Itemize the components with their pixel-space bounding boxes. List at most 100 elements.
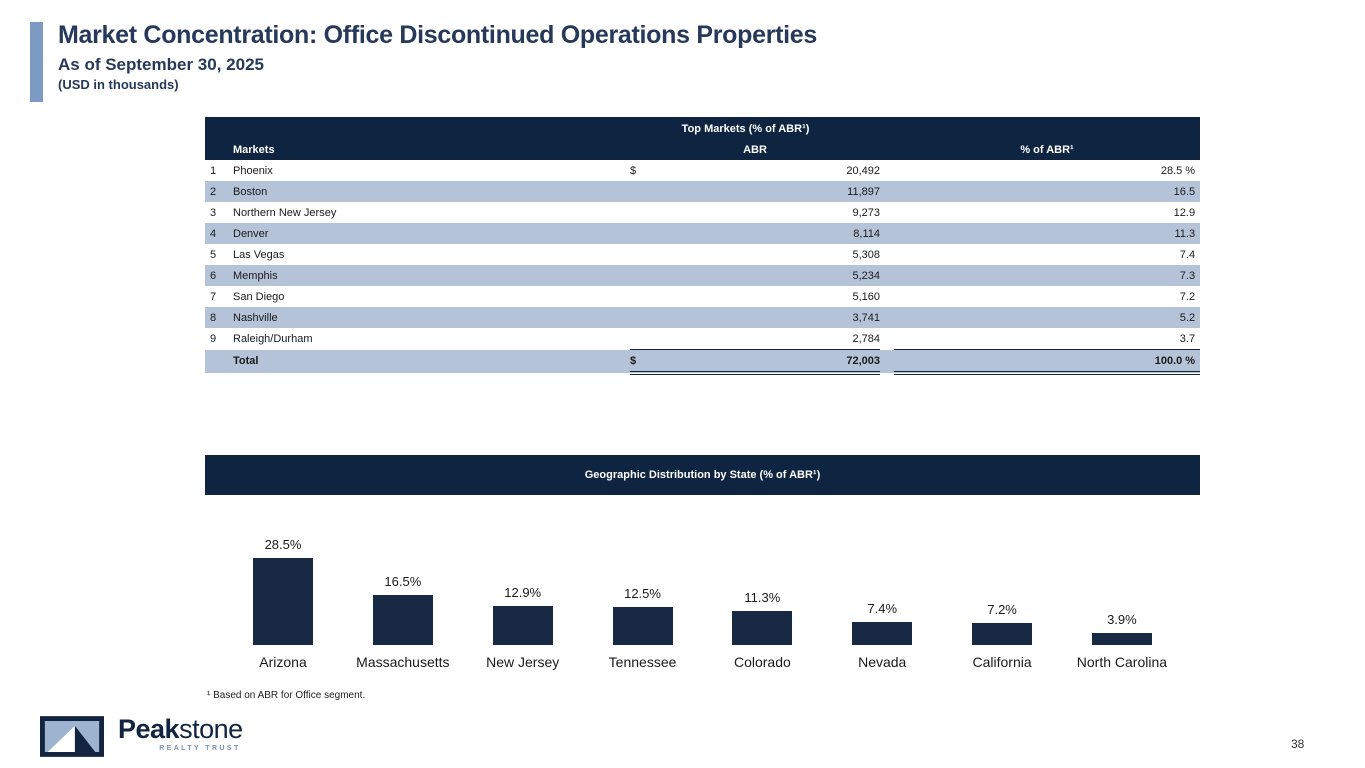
row-rank: 4: [210, 227, 217, 240]
table-total-row: Total $ 72,003 100.0 %: [205, 349, 1201, 375]
bar-value-label: 12.5%: [624, 586, 661, 601]
table-row: 2 Boston 11,897 16.5: [205, 181, 1201, 202]
row-market: Northern New Jersey: [233, 206, 337, 219]
bar-slot: 12.9% New Jersey: [486, 585, 559, 670]
row-currency: $: [630, 164, 637, 177]
row-rank: 6: [210, 269, 217, 282]
bar-value-label: 7.4%: [867, 601, 898, 616]
row-pct-value: 28.5 %: [1160, 164, 1196, 177]
bar-category-label: Nevada: [858, 654, 907, 670]
bar-value-label: 11.3%: [744, 590, 781, 605]
bar: [253, 558, 313, 645]
row-market: San Diego: [233, 290, 285, 303]
row-pct-value: 3.7: [1179, 332, 1196, 345]
table-row: 5 Las Vegas 5,308 7.4: [205, 244, 1200, 265]
row-rank: 1: [210, 164, 217, 177]
col-header-abr: ABR: [630, 140, 880, 160]
bar: [492, 606, 553, 645]
bar-category-label: Colorado: [733, 654, 791, 670]
page-subtitle: As of September 30, 2025: [58, 54, 264, 74]
table-column-header-row: Markets ABR % of ABR¹: [205, 140, 1201, 160]
row-pct-value: 7.3: [1179, 269, 1196, 282]
logo-text: Peakstone REALTY TRUST: [118, 716, 243, 753]
bar: [612, 607, 673, 645]
page-number: 38: [1291, 737, 1305, 751]
bar-slot: 3.9% North Carolina: [1077, 612, 1167, 670]
row-market: Las Vegas: [233, 248, 285, 261]
total-currency: $: [630, 349, 650, 375]
bar-value-label: 12.9%: [504, 585, 542, 600]
bar-slot: 28.5% Arizona: [253, 537, 313, 670]
row-abr-value: 3,741: [852, 311, 880, 324]
bar: [852, 622, 913, 645]
units-note: (USD in thousands): [58, 76, 179, 92]
table-title: Top Markets (% of ABR¹): [205, 117, 1201, 140]
row-abr-value: 5,308: [852, 248, 880, 261]
row-currency: [630, 181, 650, 202]
table-title-row: Top Markets (% of ABR¹): [205, 117, 1201, 140]
row-abr-value: 9,273: [852, 206, 880, 219]
bar-category-label: New Jersey: [486, 654, 560, 670]
bar: [1091, 633, 1152, 645]
row-market: Memphis: [233, 269, 278, 282]
row-pct-value: 12.9: [1173, 206, 1196, 219]
bar-value-label: 16.5%: [384, 574, 422, 589]
bar-value-label: 3.9%: [1107, 612, 1137, 627]
bar-slot: 7.2% California: [972, 602, 1033, 670]
footnote: ¹ Based on ABR for Office segment.: [207, 690, 366, 701]
bar-category-label: Tennessee: [608, 654, 677, 670]
top-markets-table-wrap: Top Markets (% of ABR¹) Markets ABR % of…: [205, 117, 1201, 375]
row-currency: [630, 223, 650, 244]
row-rank: 2: [210, 185, 217, 198]
row-currency: [630, 286, 650, 307]
bar: [972, 623, 1033, 645]
row-abr-value: 20,492: [846, 164, 880, 177]
chart-section-header: Geographic Distribution by State (% of A…: [205, 455, 1200, 495]
row-abr-value: 8,114: [853, 227, 880, 240]
row-market: Phoenix: [233, 164, 273, 177]
page-title: Market Concentration: Office Discontinue…: [58, 21, 818, 49]
row-currency: [630, 328, 650, 350]
bar-category-label: North Carolina: [1076, 654, 1168, 670]
top-markets-table: Top Markets (% of ABR¹) Markets ABR % of…: [205, 117, 1201, 375]
peakstone-logo-icon: [40, 716, 104, 757]
bar: [732, 611, 793, 645]
row-abr-value: 11,897: [847, 185, 880, 198]
bar: [372, 595, 433, 645]
col-header-pct: % of ABR¹: [894, 140, 1201, 160]
title-block: Market Concentration: Office Discontinue…: [30, 21, 818, 102]
bar-slot: 11.3% Colorado: [732, 590, 793, 670]
brand-tagline: REALTY TRUST: [159, 745, 241, 752]
col-header-rank: [205, 140, 233, 160]
bar-chart: 28.5% Arizona 16.5% Massachusetts 12.9% …: [205, 510, 1200, 670]
brand-bold: Peak: [118, 714, 180, 744]
row-market: Boston: [233, 185, 268, 198]
row-market: Denver: [233, 227, 269, 240]
bar-slot: 12.5% Tennessee: [609, 586, 677, 670]
total-label: Total: [233, 355, 259, 368]
col-header-gap: [880, 140, 894, 160]
row-abr-value: 2,784: [852, 332, 880, 345]
row-pct-value: 16.5: [1173, 185, 1196, 198]
row-rank: 8: [210, 311, 217, 324]
row-rank: 7: [210, 290, 217, 303]
bar-category-label: Massachusetts: [356, 654, 450, 670]
total-abr-value: 72,003: [650, 349, 880, 375]
bar-value-label: 28.5%: [264, 537, 302, 552]
row-abr-value: 5,234: [852, 269, 880, 282]
total-pct-value: 100.0 %: [894, 349, 1201, 375]
top-markets-table-body: 1 Phoenix $ 20,492 28.5 % 2 Boston 11,89…: [205, 160, 1201, 350]
brand-name: Peakstone: [118, 716, 243, 743]
row-rank: 9: [210, 332, 217, 345]
row-pct-value: 7.4: [1179, 248, 1196, 261]
row-currency: [630, 244, 650, 265]
table-row: 9 Raleigh/Durham 2,784 3.7: [205, 328, 1200, 350]
table-row: 8 Nashville 3,741 5.2: [205, 307, 1201, 328]
row-market: Raleigh/Durham: [233, 332, 313, 345]
table-row: 7 San Diego 5,160 7.2: [205, 286, 1200, 307]
row-rank: 3: [210, 206, 217, 219]
table-row: 1 Phoenix $ 20,492 28.5 %: [205, 160, 1200, 181]
table-row: 4 Denver 8,114 11.3: [205, 223, 1201, 244]
row-pct-value: 5.2: [1179, 311, 1196, 324]
